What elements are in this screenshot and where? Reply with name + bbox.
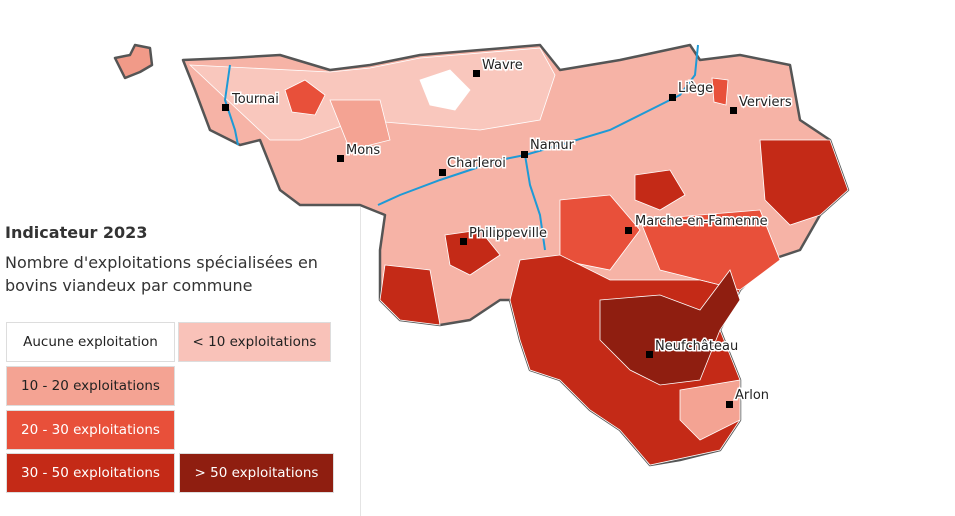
city-marker [460,238,467,245]
city-label: Arlon [735,388,769,403]
city-label: Verviers [739,95,792,110]
city-marker [439,169,446,176]
river [377,44,699,206]
city-markers [222,70,737,408]
city-marker [726,401,733,408]
communes [188,47,849,466]
city-marker [646,351,653,358]
legend-item: 10 - 20 exploitations [6,366,175,406]
rivers [223,44,699,251]
legend-item: > 50 exploitations [179,453,334,493]
legend-item: 20 - 30 exploitations [6,410,175,450]
legend-subtitle: Nombre d'exploitations spécialisées en b… [5,253,318,295]
legend-title: Indicateur 2023 [5,223,148,242]
city-label: Wavre [482,58,523,73]
city-label: Liège [678,81,713,96]
city-label: Marche-en-Famenne [635,214,768,229]
commune-zone [559,194,641,271]
commune-zone [679,379,741,441]
city-label: Mons [346,143,380,158]
legend: Indicateur 2023 Nombre d'exploitations s… [0,207,361,516]
city-marker [669,94,676,101]
commune-zone [711,77,729,106]
city-marker [473,70,480,77]
city-label: Philippeville [469,226,547,241]
city-labels: Wavre Tournai Liège Verviers Mons Namur … [230,57,794,405]
city-label: Namur [530,138,575,153]
commune-zone [284,79,326,116]
city-label: Neufchâteau [655,339,738,354]
legend-item: Aucune exploitation [6,322,175,362]
legend-item: < 10 exploitations [178,322,331,362]
commune-zone [599,269,741,386]
commune-zone [188,47,556,141]
enclave [113,43,154,80]
city-marker [222,104,229,111]
commune-zone [379,264,441,326]
river [524,154,546,251]
city-marker [337,155,344,162]
commune-zone [444,229,501,276]
commune-zone [419,69,471,111]
city-marker [730,107,737,114]
city-label: Tournai [231,92,279,107]
commune-zone [759,139,849,226]
legend-item: 30 - 50 exploitations [6,453,175,493]
city-label: Charleroi [447,156,506,171]
commune-zone [634,169,686,211]
city-marker [521,151,528,158]
river [223,64,239,146]
commune-zone [329,99,391,151]
city-marker [625,227,632,234]
